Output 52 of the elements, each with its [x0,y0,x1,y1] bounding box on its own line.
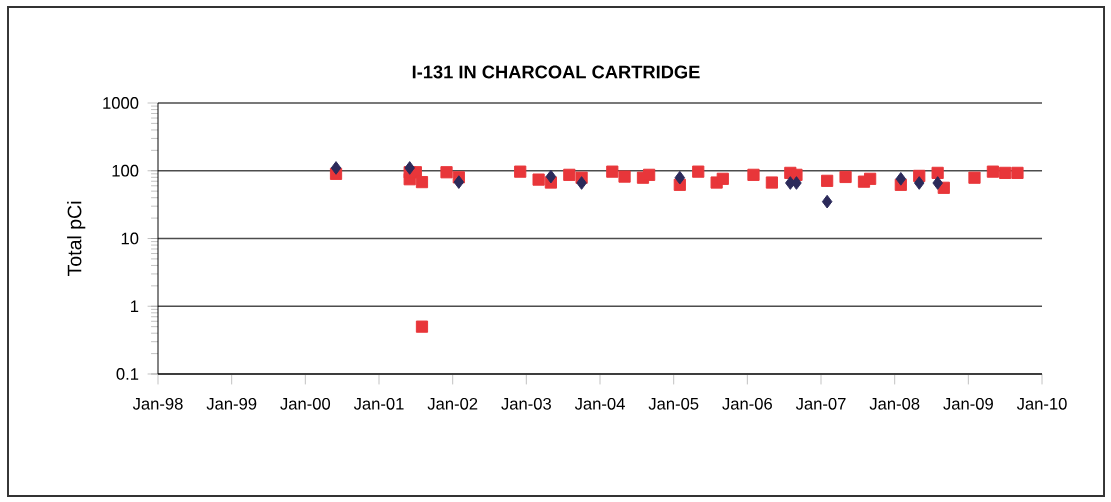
point [1011,166,1024,179]
point [821,194,833,209]
y-tick-label: 10 [121,232,139,245]
point [747,168,760,181]
point [791,176,802,190]
x-tick-label: Jan-02 [427,397,478,410]
x-tick-label: Jan-04 [574,397,625,410]
point [716,172,729,185]
x-tick-label: Jan-98 [132,397,183,410]
point [643,168,656,181]
y-tick-label: 100 [112,164,139,177]
x-tick-label: Jan-08 [869,397,920,410]
point [839,170,852,184]
point [674,170,686,185]
point [415,320,429,333]
x-tick-label: Jan-00 [280,397,331,410]
y-tick-label: 1000 [103,97,139,109]
x-tick-label: Jan-07 [795,397,846,410]
x-tick-label: Jan-99 [206,397,257,410]
point [765,176,778,189]
x-tick-label: Jan-05 [648,397,699,410]
x-tick-label: Jan-03 [501,397,551,410]
point [999,166,1012,179]
point [864,172,877,185]
point [415,176,429,189]
y-tick-label: 1 [131,300,139,312]
x-tick-label: Jan-01 [353,397,404,410]
point [821,174,834,187]
point [532,173,545,186]
point [563,168,576,181]
y-axis-title: Total pCi [67,201,86,277]
point [932,176,943,190]
point [330,161,342,175]
point [618,170,631,183]
point [692,165,705,178]
point [931,166,944,179]
point [453,175,465,189]
point [404,161,415,175]
point [440,166,453,179]
point [545,169,557,184]
point [606,165,619,178]
point [514,165,527,178]
point [968,171,981,184]
point [986,165,1000,178]
y-tick-label: 0.1 [116,368,139,380]
x-tick-label: Jan-06 [722,397,772,410]
point [576,176,587,190]
point [895,172,907,186]
point [913,176,925,190]
x-tick-label: Jan-09 [943,397,993,410]
x-tick-label: Jan-10 [1016,397,1067,410]
chart-title: I-131 IN CHARCOAL CARTRIDGE [412,65,700,79]
